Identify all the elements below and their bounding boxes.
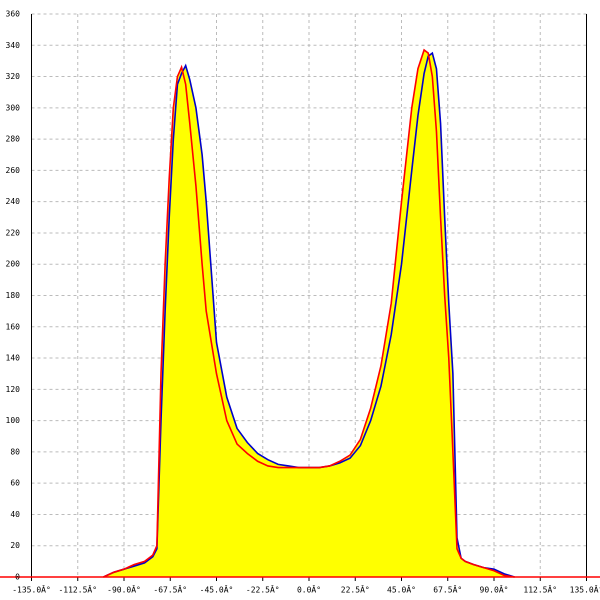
x-tick-label: 135.0Â° [570,584,600,595]
x-tick-label: 67.5Â° [433,584,462,595]
lines [103,48,515,578]
x-tick-label: -45.0Â° [200,584,234,595]
y-tick-label: 40 [10,510,20,519]
x-tick-label: -67.5Â° [153,584,187,595]
y-tick-label: 360 [6,10,21,19]
series-line [103,48,515,578]
y-tick-label: 60 [10,479,20,488]
x-tick-label: 0.0Â° [297,584,321,595]
y-tick-label: 180 [6,291,21,300]
y-tick-label: 80 [10,447,20,456]
y-tick-label: 220 [6,228,21,237]
y-tick-label: 300 [6,103,21,112]
x-tick-label: -135.0Â° [12,584,51,595]
x-tick-label: -22.5Â° [246,584,280,595]
x-tick-label: -90.0Â° [107,584,141,595]
x-tick-label: -112.5Â° [58,584,97,595]
y-tick-label: 160 [6,322,21,331]
x-tick-label: 45.0Â° [387,584,416,595]
y-tick-label: 120 [6,385,21,394]
y-tick-label: 340 [6,41,21,50]
x-tick-label: 22.5Â° [341,584,370,595]
y-tick-label: 100 [6,416,21,425]
x-tick-label: 112.5Â° [523,584,557,595]
areas [103,49,515,578]
y-tick-label: 200 [6,260,21,269]
y-tick-label: 320 [6,72,21,81]
area-fill [103,49,515,578]
y-tick-label: 140 [6,354,21,363]
y-tick-label: 240 [6,197,21,206]
x-tick-label: 90.0Â° [480,584,509,595]
y-tick-label: 20 [10,541,20,550]
y-tick-label: 280 [6,135,21,144]
y-tick-label: 260 [6,166,21,175]
labels: 0 20 40 60 80 100 120 140 160 180 200 220 240 260 280 3… [6,10,600,595]
y-tick-label: 0 [15,573,20,582]
